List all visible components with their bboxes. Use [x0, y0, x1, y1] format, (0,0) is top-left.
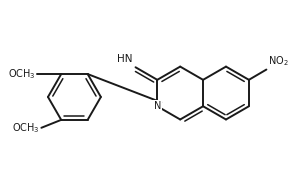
Text: HN: HN [117, 54, 133, 64]
Text: OCH$_3$: OCH$_3$ [8, 67, 36, 81]
Text: NO$_2$: NO$_2$ [268, 54, 289, 68]
Text: N: N [154, 101, 161, 111]
Text: OCH$_3$: OCH$_3$ [12, 121, 40, 135]
